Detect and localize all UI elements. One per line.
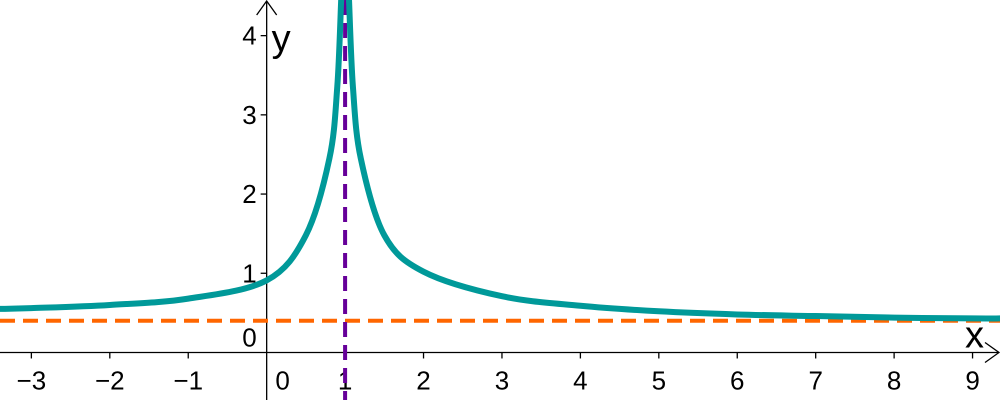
x-axis-label: x [965, 314, 984, 356]
x-tick-label: −3 [17, 365, 47, 395]
x-tick-label: 0 [275, 365, 289, 395]
x-axis-arrow [984, 341, 1000, 364]
x-tick-label: 6 [730, 365, 744, 395]
y-axis-label: y [272, 18, 291, 60]
y-tick-label: 2 [242, 179, 256, 209]
x-tick-label: 4 [573, 365, 587, 395]
y-tick-label: 1 [242, 258, 256, 288]
x-tick-label: 9 [965, 365, 979, 395]
x-tick-label: 2 [416, 365, 430, 395]
x-tick-label: −2 [95, 365, 125, 395]
x-tick-label: 5 [652, 365, 666, 395]
x-tick-label: −1 [173, 365, 203, 395]
y-tick-label: 4 [242, 21, 256, 51]
x-tick-label: 8 [887, 365, 901, 395]
curve-series [0, 0, 1000, 322]
x-tick-label: 7 [808, 365, 822, 395]
x-tick-label: 3 [495, 365, 509, 395]
y-tick-label: 3 [242, 100, 256, 130]
y-axis-arrow [256, 0, 278, 16]
ticks [30, 34, 974, 359]
y-tick-label: 0 [242, 322, 256, 352]
